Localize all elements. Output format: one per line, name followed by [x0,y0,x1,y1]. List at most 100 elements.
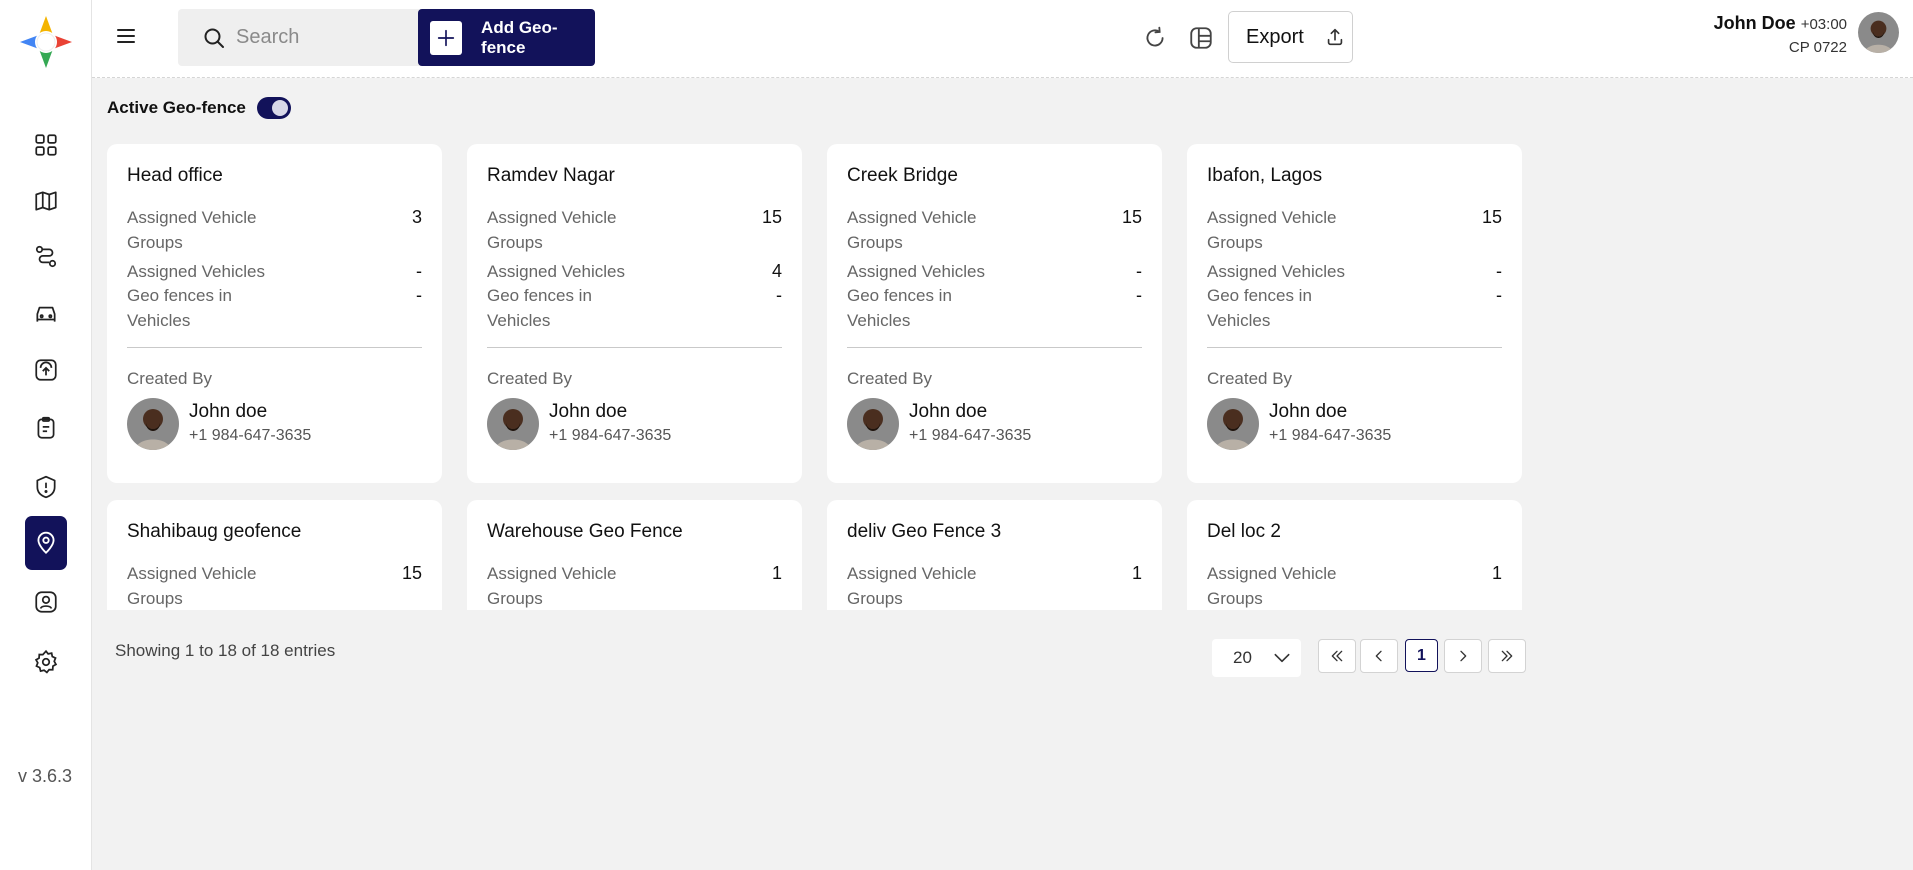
assigned-vehicles-value: - [416,261,422,281]
creator-phone: +1 984-647-3635 [909,427,1032,444]
menu-toggle-button[interactable] [114,24,138,48]
creator-name: John doe [189,401,268,422]
geofences-in-vehicles-value: - [1496,285,1502,305]
sidebar-item-vehicles[interactable] [25,292,67,334]
user-avatar[interactable] [1858,12,1899,53]
geofence-title: Shahibaug geofence [127,521,302,542]
creator-phone: +1 984-647-3635 [549,427,672,444]
export-button[interactable]: Export [1228,11,1353,63]
sidebar-item-alerts[interactable] [25,466,67,508]
geofence-title: Head office [127,165,223,186]
geofences-in-vehicles-label: Geo fences in Vehicles [847,286,952,330]
assigned-vehicles-label: Assigned Vehicles [127,262,265,281]
user-timezone: +03:00 [1800,16,1847,33]
created-by-label: Created By [847,369,933,388]
created-by-label: Created By [127,369,213,388]
creator-avatar [847,398,899,450]
upload-icon [1327,28,1343,46]
assigned-groups-value: 1 [771,563,782,583]
export-label: Export [1246,25,1304,48]
geofence-card[interactable]: Creek Bridge Assigned Vehicle Groups 15 A… [827,144,1162,483]
top-header: Add Geo-fence Export John Doe +03:00 CP … [92,0,1913,78]
page-number-button[interactable]: 1 [1405,639,1438,672]
geofence-card[interactable]: deliv Geo Fence 3 Assigned Vehicle Group… [827,500,1162,610]
assigned-vehicles-value: - [1136,261,1142,281]
assigned-groups-label: Assigned Vehicle Groups [1207,564,1337,608]
chevron-left-icon [1375,650,1382,662]
creator-phone: +1 984-647-3635 [189,427,312,444]
settings-icon [34,649,58,674]
layout-toggle-button[interactable] [1188,25,1214,51]
active-geofence-toggle[interactable] [256,97,291,119]
previous-page-button[interactable] [1360,639,1398,673]
active-geofence-filter: Active Geo-fence [107,97,291,119]
assigned-vehicles-label: Assigned Vehicles [847,262,985,281]
sidebar-item-users[interactable] [25,581,67,623]
geofence-card[interactable]: Ibafon, Lagos Assigned Vehicle Groups 15 … [1187,144,1522,483]
card-divider [487,347,782,348]
last-page-button[interactable] [1488,639,1526,673]
sidebar-item-routes[interactable] [25,236,67,278]
clipboard-icon [37,416,55,439]
user-code: CP 0722 [1788,39,1847,56]
geofence-card-grid: Head office Assigned Vehicle Groups 3 Ass… [107,144,1527,610]
layout-icon [1190,27,1212,49]
chevron-down-icon [1274,653,1290,663]
assigned-groups-value: 1 [1491,563,1502,583]
geofence-title: Ramdev Nagar [487,165,615,186]
geofence-title: Del loc 2 [1207,521,1281,542]
hamburger-icon [117,29,135,43]
sidebar-item-map[interactable] [25,180,67,222]
geofence-card[interactable]: Del loc 2 Assigned Vehicle Groups 1 [1187,500,1522,610]
assigned-groups-value: 15 [761,207,782,227]
sidebar-item-tracking[interactable] [25,349,67,391]
geofence-card[interactable]: Shahibaug geofence Assigned Vehicle Grou… [107,500,442,610]
refresh-button[interactable] [1142,25,1168,51]
assigned-groups-value: 1 [1131,563,1142,583]
geofence-icon [37,531,55,555]
geofence-card[interactable]: Warehouse Geo Fence Assigned Vehicle Gro… [467,500,802,610]
geofence-card[interactable]: Ramdev Nagar Assigned Vehicle Groups 15 A… [467,144,802,483]
next-page-button[interactable] [1444,639,1482,673]
alert-icon [36,475,56,499]
card-divider [127,347,422,348]
sidebar-item-dashboard[interactable] [25,124,67,166]
route-icon [35,245,57,268]
page-size-value: 20 [1233,648,1252,667]
geofence-card[interactable]: Head office Assigned Vehicle Groups 3 Ass… [107,144,442,483]
active-geofence-label: Active Geo-fence [107,98,246,117]
created-by-label: Created By [1207,369,1293,388]
user-info[interactable]: John Doe +03:00 CP 0722 [1714,13,1847,56]
assigned-vehicles-value: 4 [771,261,782,281]
card-divider [847,347,1142,348]
assigned-groups-value: 3 [411,207,422,227]
add-geofence-button[interactable]: Add Geo-fence [418,9,595,66]
creator-name: John doe [1269,401,1348,422]
add-geofence-label: Add Geo-fence [481,17,558,57]
creator-phone: +1 984-647-3635 [1269,427,1392,444]
sidebar-item-geofence[interactable] [25,516,67,570]
page-size-select[interactable]: 20 [1212,639,1301,677]
created-by-label: Created By [487,369,573,388]
dashboard-icon [35,134,57,156]
vehicle-icon [36,306,56,322]
assigned-vehicles-value: - [1496,261,1502,281]
geofences-in-vehicles-value: - [776,285,782,305]
double-chevron-left-icon [1331,650,1343,662]
card-divider [1207,347,1502,348]
creator-name: John doe [549,401,628,422]
assigned-groups-label: Assigned Vehicle Groups [487,564,617,608]
search-input[interactable] [236,26,456,49]
first-page-button[interactable] [1318,639,1356,673]
user-name: John Doe [1713,13,1796,33]
app-logo[interactable] [17,13,75,71]
plus-icon [430,20,463,55]
sidebar-item-settings[interactable] [25,641,67,683]
double-chevron-right-icon [1501,650,1513,662]
sidebar-item-tasks[interactable] [25,407,67,449]
creator-name: John doe [909,401,988,422]
assigned-groups-value: 15 [401,563,422,583]
geofences-in-vehicles-value: - [416,285,422,305]
app-version: v 3.6.3 [18,766,73,786]
assigned-groups-label: Assigned Vehicle Groups [487,208,617,252]
